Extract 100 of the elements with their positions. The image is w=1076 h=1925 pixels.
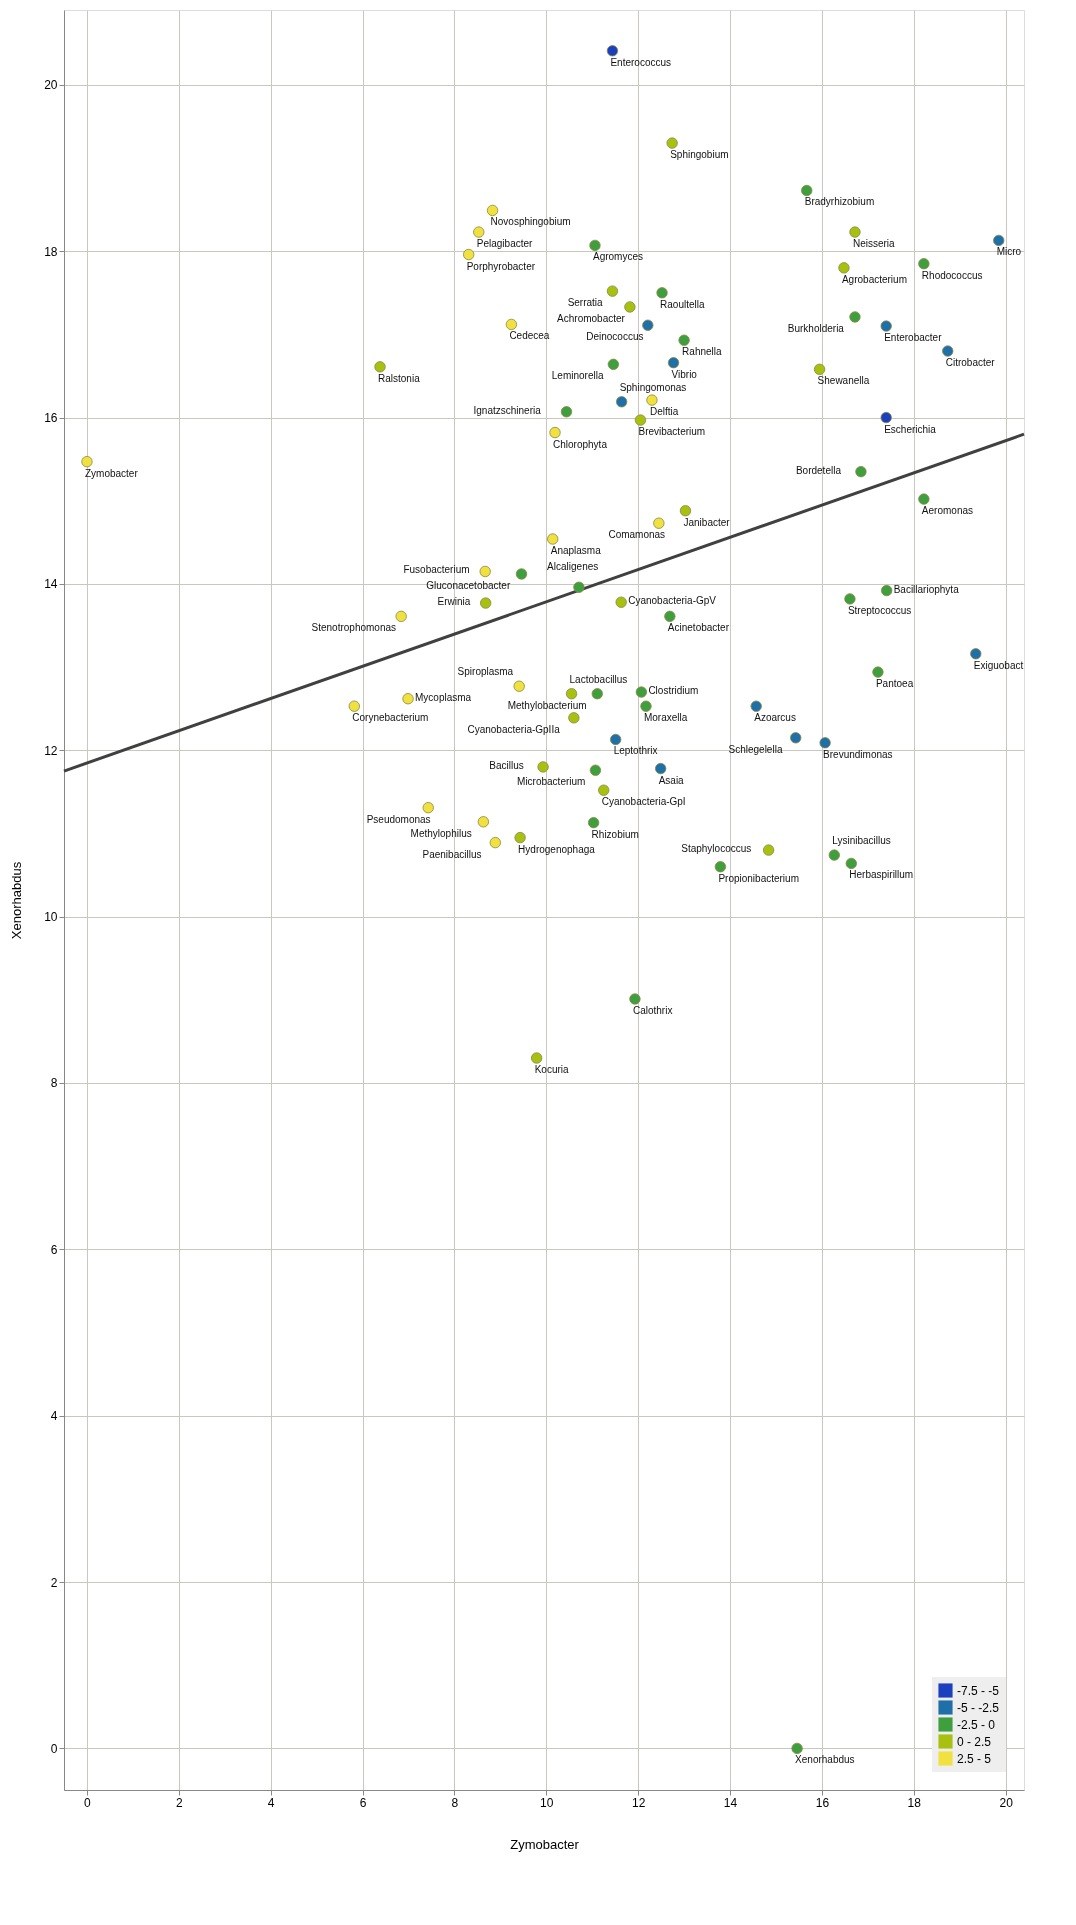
annotation: Vibrio [671,368,698,380]
y-tick-label: 16 [44,411,58,426]
point [918,258,930,270]
point [942,345,954,357]
point [473,226,485,238]
y-tick-label: 14 [44,577,58,592]
annotation: Exiguobact [973,659,1024,671]
annotation: Kocuria [534,1064,569,1076]
y-tick-label: 4 [50,1409,58,1424]
point [513,680,525,692]
annotation: Spiroplasma [457,666,514,678]
annotation: Comamonas [608,529,666,541]
annotation: Escherichia [884,423,937,435]
point [678,334,690,346]
annotation: Zymobacter [84,467,139,479]
annotation: Corynebacterium [352,712,429,724]
y-tick-label: 18 [44,244,58,259]
point [568,712,580,724]
point [666,137,678,149]
annotation: Brevundimonas [823,748,893,760]
annotation: Leminorella [551,370,604,382]
annotation: Alcaligenes [547,561,599,573]
annotation: Rahnella [682,346,723,358]
point [606,285,619,297]
annotation: Janibacter [683,516,731,528]
annotation: Pelagibacter [476,238,534,250]
y-tick-label: 8 [50,1076,58,1091]
point [970,648,982,660]
point [679,505,692,517]
legend-label: -5 - -2.5 [957,1700,1000,1715]
point [640,700,652,712]
annotation: Sphingobium [670,149,729,161]
annotation: Bacillariophyta [893,583,960,595]
legend-label: 2.5 - 5 [957,1751,992,1766]
point [486,204,499,217]
annotation: Lactobacillus [569,673,628,685]
point [655,762,667,775]
point [849,311,861,323]
point [589,239,601,252]
annotation: Pseudomonas [366,813,431,825]
annotation: Paenibacillus [422,848,482,860]
point [565,688,578,700]
point [589,764,602,776]
point [505,318,518,331]
point [463,248,475,261]
point [573,581,585,593]
point [801,184,813,197]
annotation: Achromobacter [557,312,626,324]
annotation: Rhodococcus [921,269,983,281]
annotation: Bacillus [489,759,524,771]
point [855,466,867,478]
y-tick-label: 12 [44,743,58,758]
point [598,784,610,796]
annotation: Cedecea [509,330,550,342]
annotation: Deinococcus [586,331,644,343]
annotation: Cyanobacteria-GpI [601,796,686,808]
annotation: Fusobacterium [403,564,470,576]
point [880,320,892,332]
annotation: Xenorhabdus [795,1754,855,1766]
point [81,456,93,468]
point [828,849,840,861]
point [918,493,930,505]
point [479,565,491,578]
x-tick-label: 14 [723,1795,738,1810]
point [615,396,628,408]
x-tick-label: 4 [267,1795,275,1810]
annotation: Leptothrix [613,745,658,757]
annotation: Anaplasma [550,545,602,557]
point [845,857,857,870]
x-tick-label: 2 [175,1795,183,1810]
point [514,831,526,844]
point [714,861,727,873]
point [762,844,775,856]
annotation: Agrobacterium [841,273,907,285]
point [849,226,861,238]
annotation: Propionibacterium [718,872,799,884]
annotation: Cyanobacteria-GpIIa [467,723,561,735]
point [664,610,676,622]
annotation: Schlegelella [728,743,783,755]
annotation: Erwinia [437,596,471,608]
point [838,262,850,274]
annotation: Asaia [658,774,685,786]
annotation: Enterobacter [884,332,943,344]
point [813,363,826,375]
point [402,693,414,705]
annotation: Citrobacter [945,357,996,369]
y-tick-label: 0 [50,1741,58,1756]
point [480,597,492,609]
annotation: Burkholderia [787,322,845,334]
point [819,737,831,749]
point [653,517,665,529]
x-tick-label: 8 [451,1795,459,1810]
point [489,836,501,849]
annotation: Micro [996,246,1022,258]
point [531,1052,543,1064]
annotation: Bradyrhizobium [804,196,875,208]
point [880,411,892,424]
point [537,761,549,773]
y-axis-title: Xenorhabdus [9,861,25,940]
point [667,357,680,369]
